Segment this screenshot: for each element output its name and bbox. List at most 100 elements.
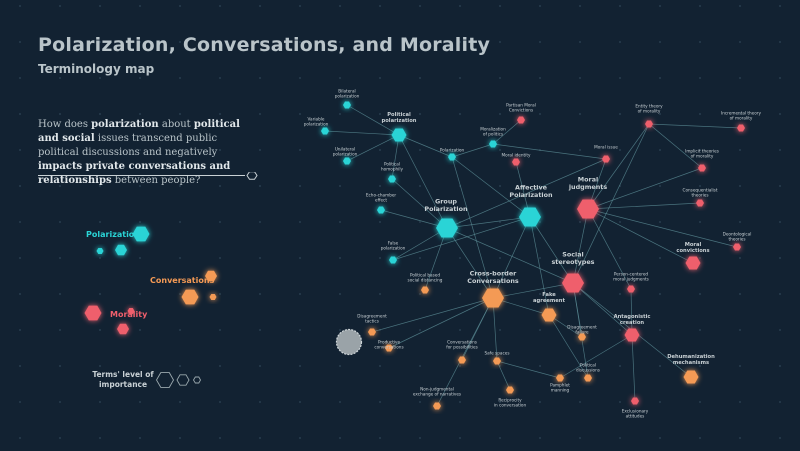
node-bilateral[interactable]: Bilateral polarization: [335, 88, 360, 109]
grid-dot: [698, 76, 702, 80]
grid-dot: [138, 400, 142, 404]
node-personcentered[interactable]: Person-centered moral judgments: [613, 271, 649, 293]
node-incremental[interactable]: Incremental theory of morality: [721, 110, 762, 132]
node-affective[interactable]: Affective Polarization: [509, 183, 553, 227]
grid-dot: [698, 112, 702, 116]
node-consequentialist[interactable]: Consequentialist theories: [683, 187, 718, 207]
node-label-moralidentity: Moral identity: [502, 152, 531, 157]
grid-dot: [738, 40, 742, 44]
grid-dot: [58, 400, 62, 404]
node-moraljudgments[interactable]: Moral judgments: [568, 175, 607, 219]
node-safespaces[interactable]: Safe spaces: [484, 350, 510, 365]
node-variable[interactable]: Variable polarization: [304, 116, 329, 135]
node-failure[interactable]: Disagreement failure: [567, 324, 597, 341]
grid-dot: [138, 256, 142, 260]
node-reciprocity[interactable]: Reciprocity in conversation: [494, 386, 527, 408]
node-entity[interactable]: Entity theory of morality: [635, 103, 663, 128]
grid-dot: [58, 328, 62, 332]
grid-dot: [178, 364, 182, 368]
link-group-affective: [446, 216, 531, 229]
node-moralization[interactable]: Moralization of politics: [480, 126, 506, 148]
grid-dot: [18, 4, 22, 8]
grid-dot: [338, 76, 342, 80]
node-echo[interactable]: Echo-chamber effect: [366, 192, 397, 214]
node-label-pamphlet: Pamphlet manning: [550, 382, 570, 392]
node-label-possibilities: Conversations for possibilities: [446, 339, 478, 349]
node-fake[interactable]: Fake agreement: [533, 292, 565, 322]
node-pamphlet[interactable]: Pamphlet manning: [550, 374, 570, 393]
legend-polarization-hexagon-1-icon: [132, 226, 150, 242]
grid-dot: [98, 4, 102, 8]
grid-dot: [258, 4, 262, 8]
grid-dot: [538, 220, 542, 224]
link-affective-fake: [529, 216, 550, 316]
grid-dot: [698, 40, 702, 44]
grid-dot: [58, 256, 62, 260]
grid-dot: [18, 328, 22, 332]
grid-dot: [378, 112, 382, 116]
node-false[interactable]: False polarization: [381, 240, 406, 264]
node-label-moraljudgments: Moral judgments: [568, 175, 607, 191]
grid-dot: [778, 4, 782, 8]
grid-dot: [538, 292, 542, 296]
grid-dot: [618, 436, 622, 440]
node-polarization[interactable]: Polarization: [440, 147, 465, 161]
node-dehumanization[interactable]: Dehumanization mechanisms: [667, 354, 715, 384]
grid-dot: [418, 364, 422, 368]
node-label-homophily: Political homophily: [381, 161, 403, 171]
node-discussions[interactable]: Political discussions: [576, 362, 600, 382]
grid-dot: [658, 40, 662, 44]
grid-dot: [618, 220, 622, 224]
node-implicit[interactable]: Implicit theories of morality: [685, 148, 719, 172]
node-crossborder[interactable]: Cross-border Conversations: [467, 269, 519, 308]
grid-dot: [498, 328, 502, 332]
grid-dot: [738, 4, 742, 8]
grid-dot: [578, 4, 582, 8]
grid-dot: [658, 292, 662, 296]
node-homophily[interactable]: Political homophily: [381, 161, 404, 183]
node-possibilities[interactable]: Conversations for possibilities: [446, 339, 478, 364]
node-socialstereotypes[interactable]: Social stereotypes: [551, 250, 595, 293]
node-deontological[interactable]: Deontological theories: [723, 231, 752, 251]
grid-dot: [138, 364, 142, 368]
grid-dot: [498, 40, 502, 44]
grid-dot: [778, 364, 782, 368]
grid-dot: [658, 436, 662, 440]
grid-dot: [778, 148, 782, 152]
intro-question: How does polarization about political an…: [38, 119, 240, 186]
grid-dot: [378, 400, 382, 404]
grid-dot: [18, 40, 22, 44]
node-moralidentity[interactable]: Moral identity: [502, 152, 531, 166]
node-hexagon-icon: [343, 157, 351, 165]
grid-dot: [698, 4, 702, 8]
node-partisanmoral[interactable]: Partisan Moral Convictions: [506, 102, 536, 124]
grid-dot: [618, 292, 622, 296]
grid-dot: [298, 76, 302, 80]
grid-dot: [178, 112, 182, 116]
intro-divider: [38, 172, 258, 180]
node-partybased[interactable]: Political based social distancing: [408, 272, 443, 294]
grid-dot: [578, 40, 582, 44]
node-label-echo: Echo-chamber effect: [366, 192, 397, 202]
grid-dot: [338, 364, 342, 368]
node-moralissue[interactable]: Moral issue: [594, 144, 618, 163]
node-productive[interactable]: Productive conversations: [374, 339, 404, 352]
grid-dot: [418, 292, 422, 296]
node-political[interactable]: Political polarization: [382, 112, 417, 142]
node-antagonistic[interactable]: Antagonistic creation: [614, 314, 651, 342]
link-group-false: [392, 227, 448, 261]
node-unilateral[interactable]: Unilateral polarization: [333, 146, 358, 165]
node-nonjudgmental[interactable]: Non-judgmental exchange of narratives: [413, 386, 461, 410]
node-label-moralconvictions: Moral convictions: [676, 242, 709, 254]
grid-dot: [218, 364, 222, 368]
grid-dot: [698, 184, 702, 188]
grid-dot: [258, 112, 262, 116]
grid-dot: [738, 436, 742, 440]
node-hexagon-icon: [556, 374, 564, 382]
grid-dot: [18, 436, 22, 440]
link-affective-false: [392, 216, 531, 261]
node-exclusionary[interactable]: Exclusionary attitudes: [622, 397, 649, 419]
node-disagreementtactics[interactable]: Disagreement tactics: [357, 313, 387, 336]
node-moralconvictions[interactable]: Moral convictions: [676, 242, 710, 270]
node-group[interactable]: Group Polarization: [424, 197, 468, 238]
